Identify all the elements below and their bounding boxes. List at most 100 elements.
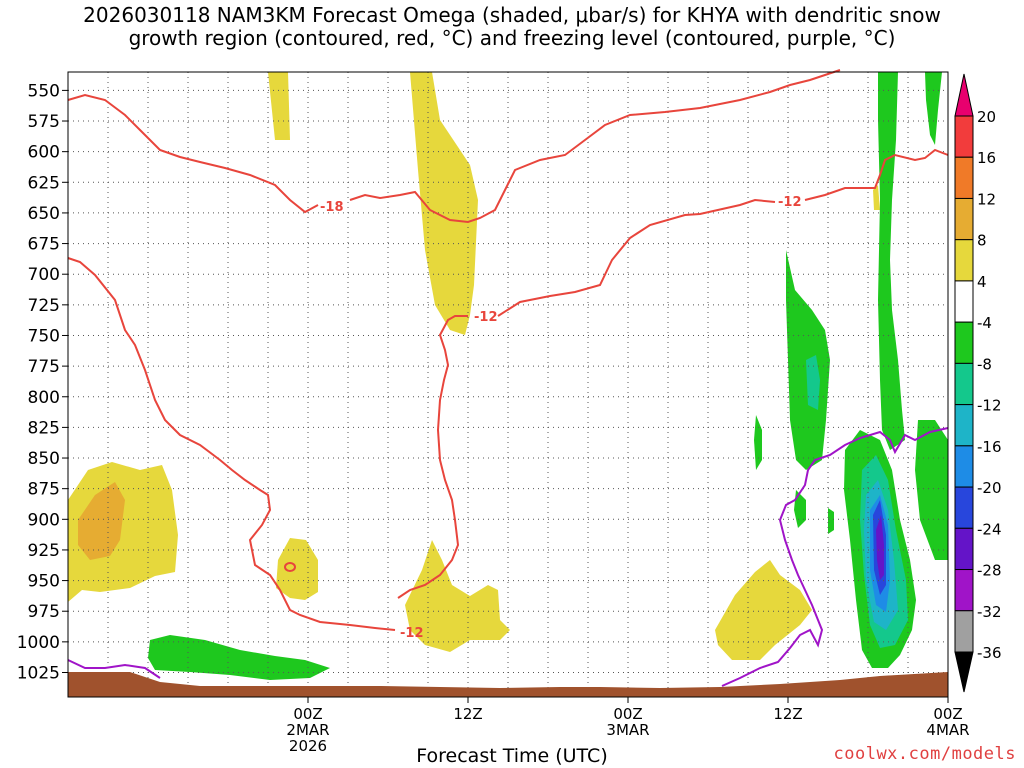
- x-axis-label: Forecast Time (UTC): [416, 745, 608, 767]
- colorbar-segment: [954, 527, 974, 571]
- colorbar-label: -12: [977, 397, 1002, 415]
- x-tick-label: 00Z: [613, 705, 642, 723]
- omega-region-teal: [806, 355, 820, 410]
- y-tick-label: 675: [28, 235, 60, 255]
- colorbar-label: -24: [977, 520, 1002, 538]
- x-tick-label: 00Z: [933, 705, 962, 723]
- y-tick-label: 550: [28, 81, 60, 101]
- y-tick-label: 900: [28, 510, 60, 530]
- omega-region-green: [925, 72, 942, 145]
- omega-negative-regions: [148, 72, 948, 680]
- colorbar-segment: [954, 486, 974, 529]
- x-tick-label: 12Z: [773, 705, 802, 723]
- omega-region-green: [828, 508, 834, 534]
- colorbar-label: -28: [977, 562, 1002, 580]
- omega-region-yellow: [715, 560, 812, 660]
- freezing-contour-right: [721, 427, 949, 687]
- omega-region-green: [754, 415, 762, 470]
- y-tick-label: 825: [28, 418, 60, 438]
- omega-colorbar: 20 16 12 8 4 -4 -8 -12 -16 -20 -24 -28 -32 -36: [954, 73, 1002, 693]
- omega-region-green: [878, 72, 905, 450]
- omega-region-orange: [78, 482, 125, 560]
- colorbar-segment: [954, 321, 974, 364]
- contour-label-minus12-lower: -12: [400, 626, 424, 641]
- colorbar-segment: [954, 404, 974, 447]
- colorbar-segment: [954, 362, 974, 406]
- colorbar-label: -32: [977, 603, 1002, 621]
- dgz-contour-minus18-top-b: [349, 69, 841, 224]
- y-tick-label: 600: [28, 143, 60, 163]
- colorbar-segment: [954, 239, 974, 282]
- omega-region-purple: [876, 515, 884, 580]
- omega-region-yellow: [405, 540, 510, 652]
- y-tick-label: 625: [28, 173, 60, 193]
- x-tick-label: 00Z: [293, 705, 322, 723]
- x-tick-label: 4MAR: [926, 721, 969, 739]
- x-tick-label: 12Z: [453, 705, 482, 723]
- dgz-contour-minus12-mid: [397, 315, 468, 599]
- y-tick-label: 975: [28, 602, 60, 622]
- colorbar-label: -20: [977, 479, 1002, 497]
- colorbar-label: 16: [977, 149, 996, 167]
- colorbar-bottom-arrow: [954, 651, 974, 693]
- terrain-surface: [68, 672, 948, 697]
- omega-region-yellow: [268, 72, 290, 140]
- dgz-contours: [67, 69, 949, 631]
- omega-region-yellow: [410, 72, 478, 335]
- freezing-level-contours: [67, 427, 949, 687]
- colorbar-segment: [954, 445, 974, 488]
- colorbar-top-arrow: [954, 73, 974, 117]
- colorbar-label: 4: [977, 273, 987, 291]
- colorbar-label: 8: [977, 232, 987, 250]
- colorbar-segment: [954, 197, 974, 241]
- y-tick-label: 850: [28, 449, 60, 469]
- y-tick-label: 950: [28, 572, 60, 592]
- colorbar-segment: [954, 156, 974, 199]
- y-tick-label: 775: [28, 357, 60, 377]
- omega-positive-regions: [68, 72, 880, 660]
- colorbar-segment: [954, 569, 974, 612]
- dgz-contour-minus12-lower: [67, 257, 396, 631]
- omega-region-yellow: [276, 538, 318, 600]
- y-tick-label: 925: [28, 541, 60, 561]
- colorbar-label: -16: [977, 438, 1002, 456]
- colorbar-label: 20: [977, 108, 996, 126]
- colorbar-segment: [954, 610, 974, 653]
- omega-region-green: [148, 635, 330, 680]
- y-tick-label: 1025: [17, 663, 60, 683]
- omega-region-green: [794, 490, 806, 528]
- plot-border: [67, 71, 949, 698]
- colorbar-label: -4: [977, 314, 992, 332]
- contour-label-minus18: -18: [320, 200, 344, 215]
- dgz-small-loop: [284, 562, 296, 572]
- colorbar-label: -36: [977, 644, 1002, 662]
- colorbar-label: 12: [977, 190, 996, 208]
- y-tick-label: 1000: [17, 633, 60, 653]
- title-line-1: 2026030118 NAM3KM Forecast Omega (shaded…: [83, 3, 941, 27]
- colorbar-segment: [954, 280, 974, 323]
- y-axis-ticks: 550 575 600 625 650 675 700 725 750 775 800 825 850 8…: [17, 81, 68, 683]
- x-tick-label: 2MAR: [286, 721, 329, 739]
- dgz-contour-minus18-top: [67, 93, 319, 214]
- x-tick-label: 2026: [289, 737, 327, 755]
- y-tick-label: 650: [28, 204, 60, 224]
- dgz-contour-minus12-far: [804, 148, 949, 201]
- y-tick-label: 800: [28, 388, 60, 408]
- y-tick-label: 700: [28, 265, 60, 285]
- y-tick-label: 875: [28, 480, 60, 500]
- omega-region-yellow: [873, 185, 880, 210]
- y-tick-label: 575: [28, 112, 60, 132]
- dgz-contour-minus12-right: [497, 198, 776, 317]
- contour-label-minus12-right: -12: [778, 195, 802, 210]
- colorbar-label: -8: [977, 355, 992, 373]
- credit-link[interactable]: coolwx.com/models: [833, 744, 1016, 764]
- y-tick-label: 750: [28, 326, 60, 346]
- omega-region-green: [915, 420, 948, 560]
- colorbar-segment: [954, 115, 974, 158]
- contour-label-minus12-mid: -12: [474, 310, 498, 325]
- y-tick-label: 725: [28, 296, 60, 316]
- freezing-contour-left: [67, 659, 161, 679]
- x-tick-label: 3MAR: [606, 721, 649, 739]
